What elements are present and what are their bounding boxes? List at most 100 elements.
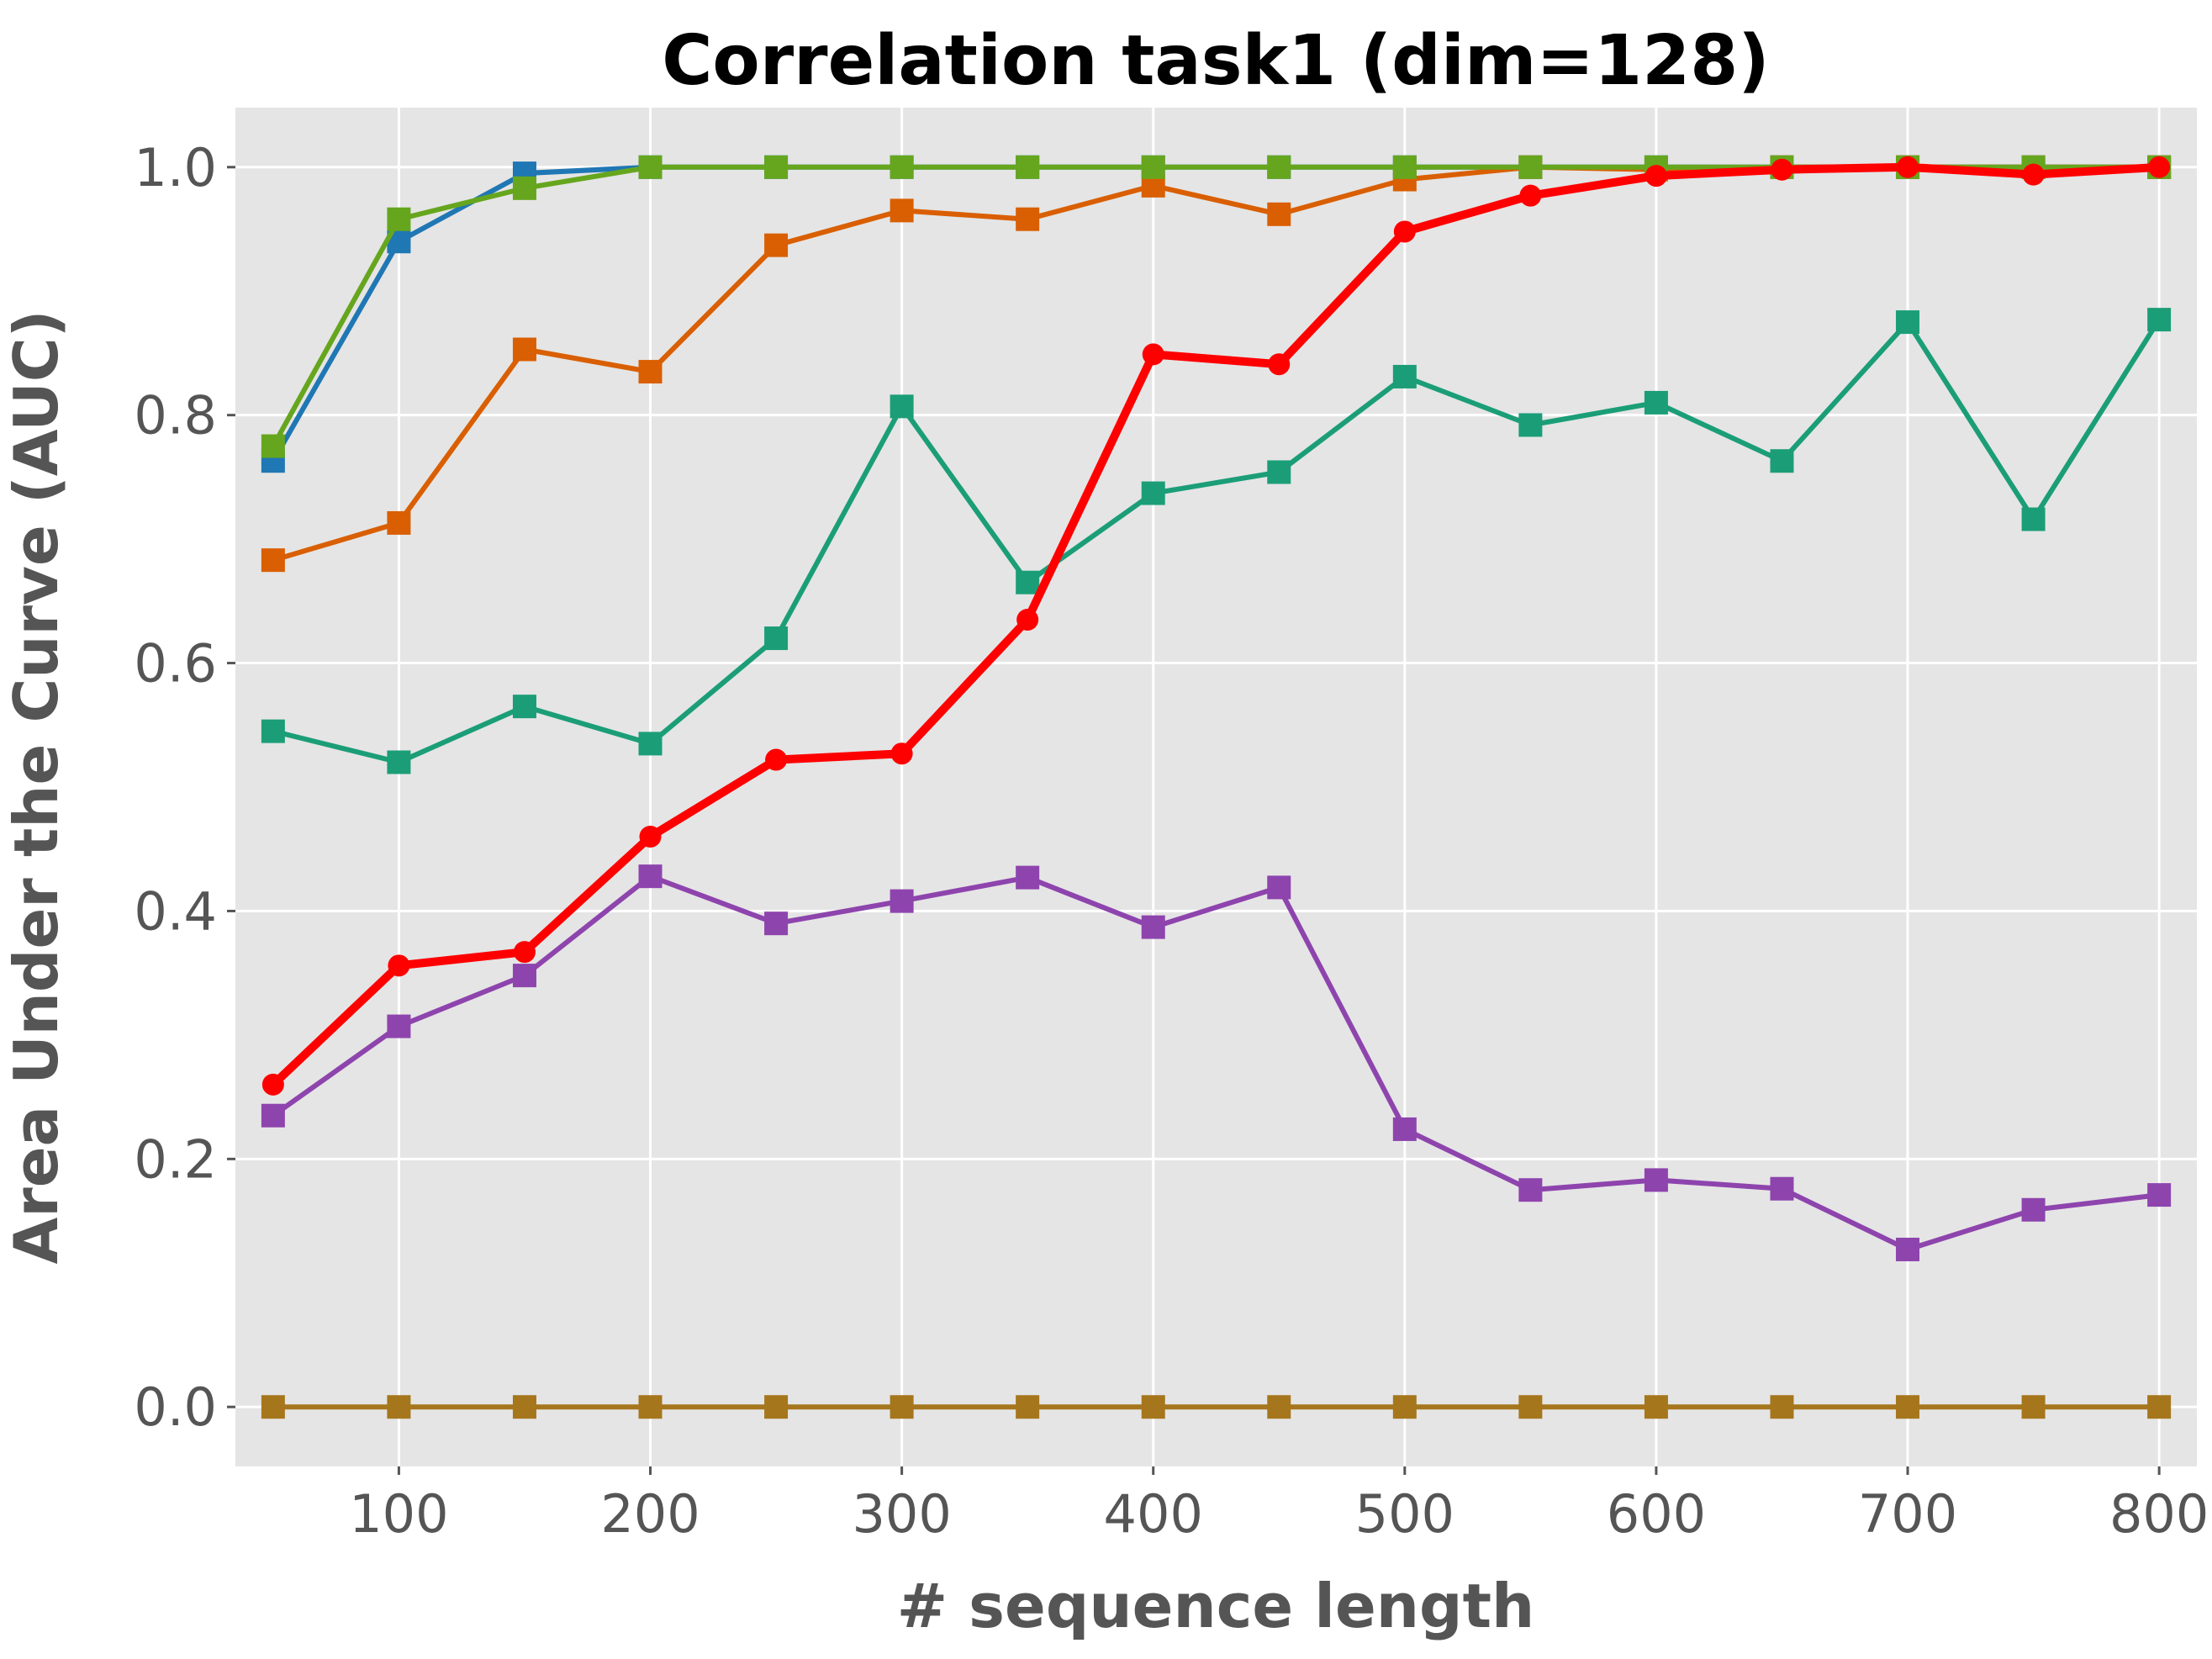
series-5 [261,1395,2172,1419]
data-point [388,954,410,977]
data-point [1771,158,1793,181]
data-point [512,1395,536,1419]
y-tick-label: 0.0 [134,1376,217,1438]
data-point [639,825,662,848]
data-point [2022,163,2045,186]
plot-background [235,108,2197,1466]
data-point [1141,915,1165,939]
data-point [1016,570,1040,594]
data-point [890,394,914,419]
data-point [1519,184,1542,207]
data-point [890,1395,914,1419]
y-tick-label: 0.6 [134,633,217,695]
data-point [1016,207,1040,231]
data-point [890,155,914,179]
data-point [1644,1395,1668,1419]
data-point [638,864,663,889]
data-point [387,750,411,774]
series-line [270,874,2162,1252]
data-point [1392,1117,1417,1141]
y-tick-label: 0.8 [134,385,217,446]
data-point [261,1103,285,1128]
data-point [1016,608,1039,631]
data-point [1896,310,1920,335]
data-point [1142,343,1164,366]
chart-title: Correlation task1 (dim=128) [662,21,1770,101]
data-point [1267,1395,1291,1419]
data-point [261,548,285,573]
x-tick-label: 600 [1607,1483,1706,1545]
data-point [764,626,789,651]
data-point [1518,155,1543,179]
data-point [1896,1237,1920,1261]
data-point [1016,865,1040,890]
data-point [1392,1395,1417,1419]
data-point [638,155,663,179]
data-point [1141,155,1165,179]
data-point [2021,1197,2046,1222]
data-point [765,748,788,771]
data-point [1392,155,1417,179]
data-point [513,941,536,964]
data-point [2148,156,2171,178]
data-point [1393,220,1416,243]
data-point [512,337,536,362]
x-tick-label: 700 [1858,1483,1957,1545]
data-point [261,1395,285,1419]
data-point [764,1395,789,1419]
x-tick-label: 400 [1104,1483,1203,1545]
data-point [2021,507,2046,531]
y-tick-label: 0.2 [134,1128,217,1190]
data-point [1267,460,1291,484]
y-axis-label: Area Under the Curve (AUC) [1,309,71,1264]
x-tick-label: 100 [349,1483,448,1545]
data-point [1897,156,1919,178]
data-point [1392,364,1417,388]
data-point [1016,155,1040,179]
data-point [1770,449,1794,473]
data-point [512,176,536,200]
data-point [512,695,536,719]
series-line [270,317,2162,765]
x-tick-label: 800 [2109,1483,2209,1545]
y-tick-label: 0.4 [134,880,217,942]
data-point [890,889,914,913]
data-point [1518,413,1543,437]
data-point [1016,1395,1040,1419]
x-tick-label: 300 [852,1483,951,1545]
data-point [1896,1395,1920,1419]
data-point [1770,1176,1794,1201]
data-point [638,732,663,756]
data-point [638,360,663,384]
data-point [764,911,789,936]
data-point [890,198,914,223]
y-tick-label: 1.0 [134,137,217,198]
data-point [1267,155,1291,179]
data-point [1141,1395,1165,1419]
data-point [2147,308,2172,332]
data-point [387,1014,411,1038]
series-6 [261,156,2171,1096]
data-point [261,719,285,743]
data-point [387,510,411,535]
data-point [1141,481,1165,505]
data-point [764,233,789,257]
data-point [890,742,913,765]
data-point [387,207,411,231]
data-point [638,1395,663,1419]
series-line [268,162,2164,1089]
data-point [512,964,536,988]
data-point [1267,875,1291,900]
data-point [2147,1183,2172,1207]
data-point [1518,1395,1543,1419]
data-point [2147,1395,2172,1419]
data-point [261,434,285,458]
data-point [1267,202,1291,226]
data-point [1268,353,1291,376]
x-tick-label: 200 [600,1483,699,1545]
series-4 [261,864,2172,1261]
data-point [1518,1178,1543,1202]
data-point [764,155,789,179]
data-point [1644,390,1668,415]
